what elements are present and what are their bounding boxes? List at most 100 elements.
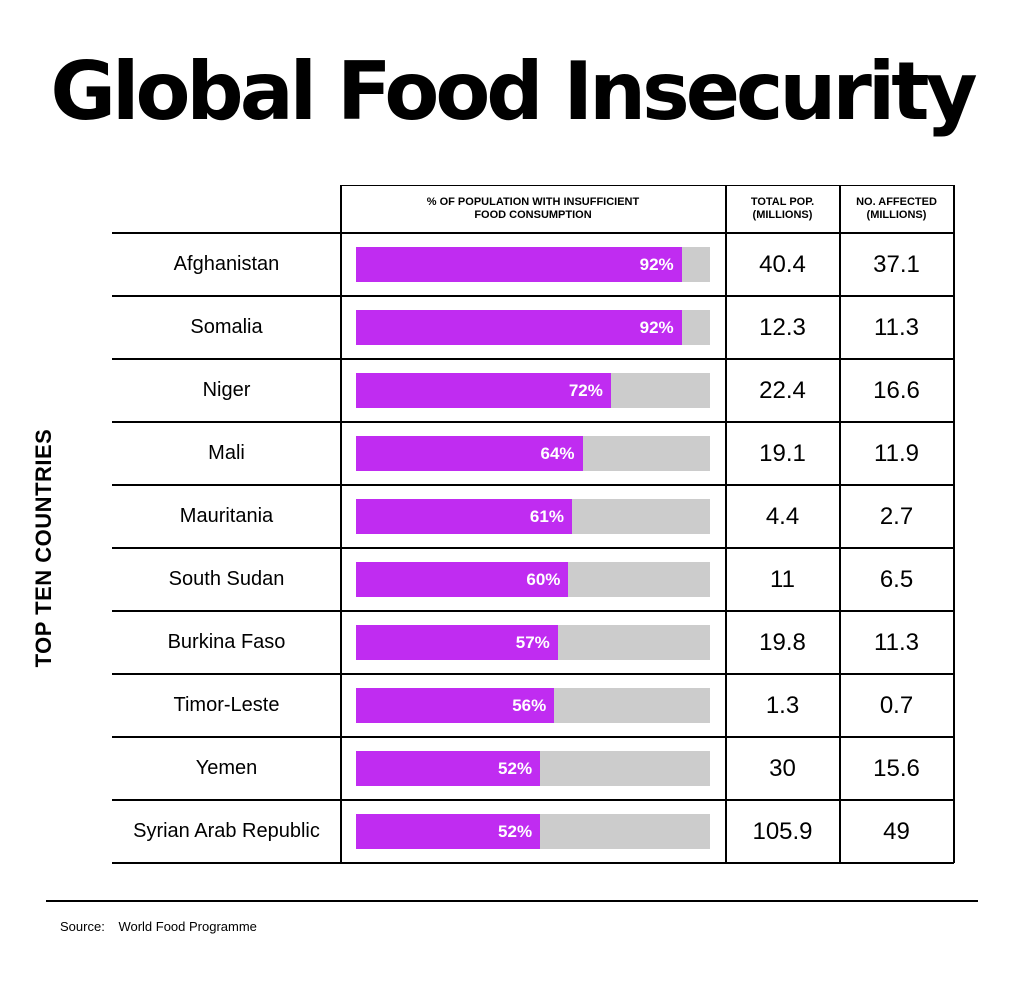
table-row: Niger 72% 22.4 16.6 bbox=[0, 359, 1024, 422]
country-label: Timor-Leste bbox=[173, 694, 280, 716]
bar-track: 56% bbox=[356, 688, 710, 723]
affected-value: 2.7 bbox=[879, 503, 914, 530]
header-percent-line-1: % OF POPULATION WITH INSUFFICIENT bbox=[426, 196, 640, 208]
table-row: Somalia 92% 12.3 11.3 bbox=[0, 296, 1024, 359]
bar-value-label: 52% bbox=[498, 822, 533, 841]
bar-track: 61% bbox=[356, 499, 710, 534]
bar-fill: 60% bbox=[356, 562, 569, 597]
row-divider bbox=[112, 295, 954, 297]
country-label: South Sudan bbox=[168, 568, 285, 590]
country-label: Mauritania bbox=[179, 505, 274, 527]
bar-fill: 64% bbox=[356, 436, 583, 471]
row-divider bbox=[112, 673, 954, 675]
row-divider bbox=[112, 547, 954, 549]
header-top-line bbox=[340, 185, 954, 186]
bar-value-label: 92% bbox=[639, 318, 674, 337]
table-row: South Sudan 60% 11 6.5 bbox=[0, 548, 1024, 611]
bar-track: 92% bbox=[356, 247, 710, 282]
bar-value-label: 61% bbox=[529, 507, 564, 526]
table-row: Afghanistan 92% 40.4 37.1 bbox=[0, 233, 1024, 296]
affected-value: 11.3 bbox=[874, 629, 919, 656]
row-divider bbox=[112, 358, 954, 360]
bar-fill: 61% bbox=[356, 499, 572, 534]
header-percent-line-2: FOOD CONSUMPTION bbox=[474, 209, 592, 221]
bar-fill: 57% bbox=[356, 625, 558, 660]
bar-track: 57% bbox=[356, 625, 710, 660]
total-pop-value: 11 bbox=[770, 566, 795, 593]
source-label: Source: bbox=[60, 919, 105, 934]
bar-value-label: 52% bbox=[498, 759, 533, 778]
header-total-pop-line-1: TOTAL POP. bbox=[750, 196, 815, 208]
bar-fill: 92% bbox=[356, 247, 682, 282]
total-pop-value: 30 bbox=[769, 755, 796, 782]
side-label: TOP TEN COUNTRIES bbox=[31, 428, 56, 668]
header-affected-line-2: (MILLIONS) bbox=[866, 209, 927, 221]
column-divider bbox=[340, 185, 342, 863]
bar-value-label: 60% bbox=[526, 570, 561, 589]
bar-value-label: 64% bbox=[540, 444, 575, 463]
row-divider bbox=[112, 799, 954, 801]
affected-value: 15.6 bbox=[873, 755, 920, 782]
country-label: Yemen bbox=[195, 757, 258, 779]
total-pop-value: 12.3 bbox=[759, 314, 806, 341]
header-affected-line-1: NO. AFFECTED bbox=[856, 196, 937, 208]
table-row: Timor-Leste 56% 1.3 0.7 bbox=[0, 674, 1024, 737]
table-row: Syrian Arab Republic 52% 105.9 49 bbox=[0, 800, 1024, 863]
column-divider bbox=[839, 185, 841, 863]
bar-track: 52% bbox=[356, 814, 710, 849]
table-row: Mauritania 61% 4.4 2.7 bbox=[0, 485, 1024, 548]
table-row: Burkina Faso 57% 19.8 11.3 bbox=[0, 611, 1024, 674]
row-divider bbox=[112, 736, 954, 738]
bar-value-label: 56% bbox=[512, 696, 547, 715]
affected-value: 16.6 bbox=[873, 377, 920, 404]
row-divider bbox=[112, 232, 954, 234]
bar-fill: 52% bbox=[356, 751, 541, 786]
bar-track: 64% bbox=[356, 436, 710, 471]
affected-value: 0.7 bbox=[879, 692, 914, 719]
table-row: Mali 64% 19.1 11.9 bbox=[0, 422, 1024, 485]
row-divider bbox=[112, 421, 954, 423]
bar-track: 72% bbox=[356, 373, 710, 408]
row-divider bbox=[112, 862, 954, 864]
affected-value: 6.5 bbox=[879, 566, 914, 593]
source-value: World Food Programme bbox=[118, 919, 257, 934]
bar-track: 60% bbox=[356, 562, 710, 597]
country-label: Syrian Arab Republic bbox=[133, 820, 320, 842]
row-divider bbox=[112, 610, 954, 612]
row-divider bbox=[112, 484, 954, 486]
bar-value-label: 72% bbox=[568, 381, 603, 400]
bar-fill: 92% bbox=[356, 310, 682, 345]
footer-divider bbox=[46, 900, 978, 902]
header-total-pop-line-2: (MILLIONS) bbox=[752, 209, 813, 221]
chart-title: Global Food Insecurity bbox=[50, 45, 977, 138]
header-total-pop: TOTAL POP. (MILLIONS) bbox=[726, 196, 839, 222]
bar-track: 92% bbox=[356, 310, 710, 345]
total-pop-value: 19.1 bbox=[759, 440, 806, 467]
source-note: Source: World Food Programme bbox=[60, 919, 267, 934]
total-pop-value: 22.4 bbox=[759, 377, 806, 404]
header-percent: % OF POPULATION WITH INSUFFICIENT FOOD C… bbox=[341, 196, 725, 222]
country-label: Mali bbox=[208, 442, 245, 464]
affected-value: 11.9 bbox=[874, 440, 919, 467]
affected-value: 49 bbox=[883, 818, 910, 845]
column-divider bbox=[725, 185, 727, 863]
bar-track: 52% bbox=[356, 751, 710, 786]
country-label: Niger bbox=[202, 379, 251, 401]
bar-fill: 52% bbox=[356, 814, 541, 849]
total-pop-value: 4.4 bbox=[765, 503, 800, 530]
affected-value: 11.3 bbox=[874, 314, 919, 341]
bar-fill: 72% bbox=[356, 373, 611, 408]
header-affected: NO. AFFECTED (MILLIONS) bbox=[840, 196, 953, 222]
bar-value-label: 57% bbox=[515, 633, 550, 652]
table-row: Yemen 52% 30 15.6 bbox=[0, 737, 1024, 800]
country-label: Somalia bbox=[190, 316, 263, 338]
column-divider bbox=[953, 185, 955, 863]
affected-value: 37.1 bbox=[873, 251, 920, 278]
bar-value-label: 92% bbox=[639, 255, 674, 274]
total-pop-value: 40.4 bbox=[759, 251, 806, 278]
total-pop-value: 19.8 bbox=[759, 629, 806, 656]
country-label: Afghanistan bbox=[173, 253, 280, 275]
country-label: Burkina Faso bbox=[167, 631, 286, 653]
bar-fill: 56% bbox=[356, 688, 555, 723]
